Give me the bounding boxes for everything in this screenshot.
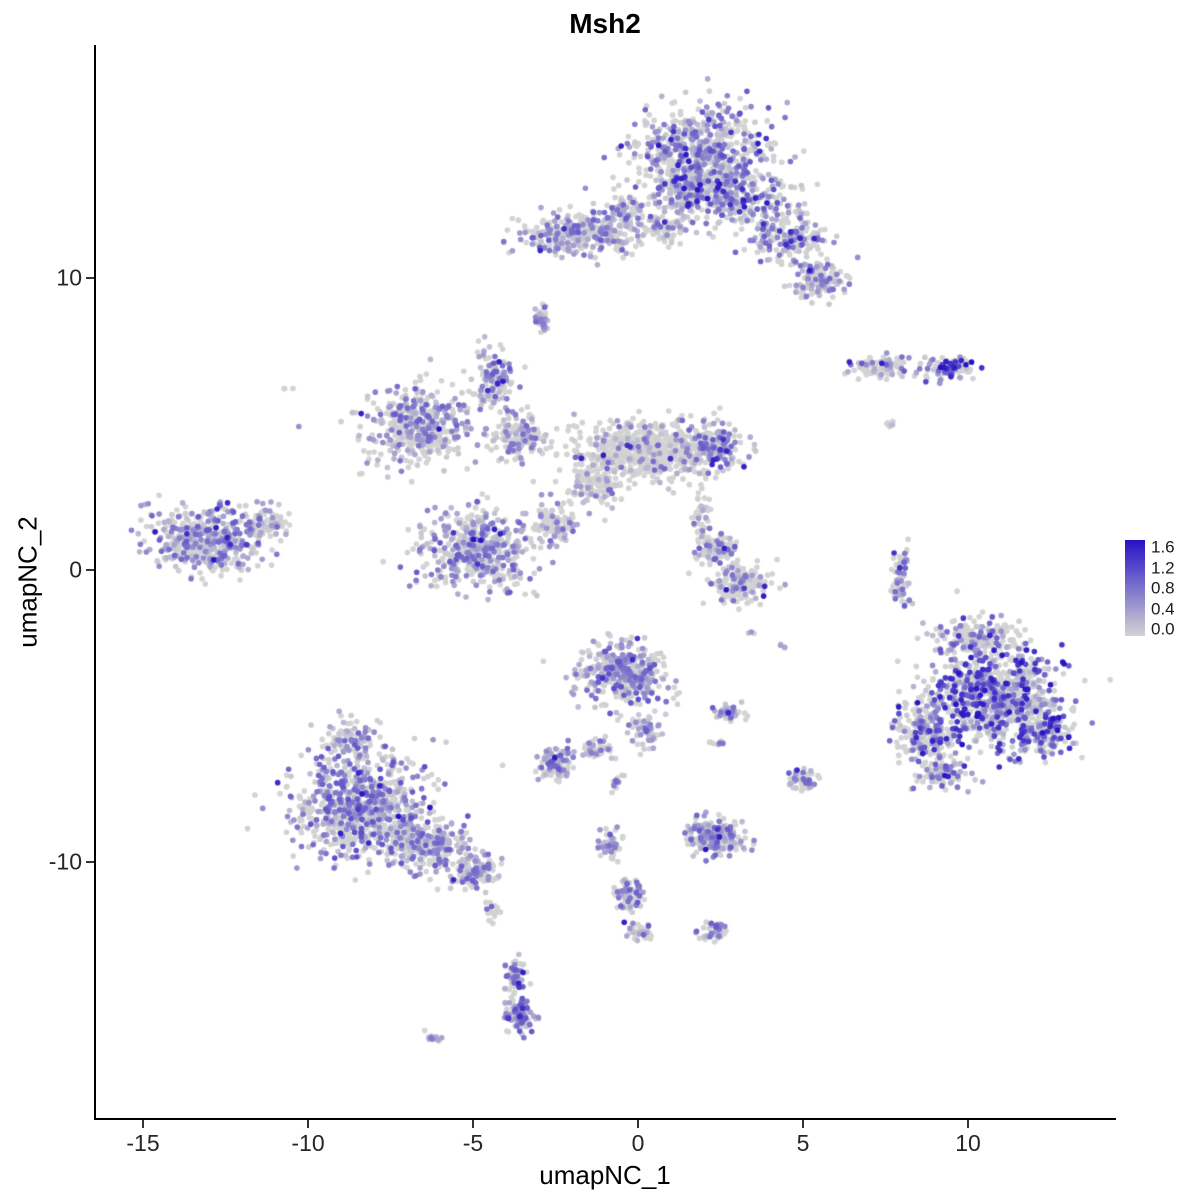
- y-tick-mark: [86, 569, 94, 571]
- colorbar-gradient: [1125, 540, 1145, 636]
- x-tick-label: 5: [796, 1130, 810, 1156]
- y-axis-title: umapNC_2: [12, 516, 43, 648]
- legend-tick-label: 0.8: [1151, 578, 1175, 598]
- x-tick-mark: [637, 1120, 639, 1128]
- y-tick-mark: [86, 861, 94, 863]
- x-tick-mark: [307, 1120, 309, 1128]
- legend-tick-label: 0.4: [1151, 599, 1175, 618]
- x-tick-mark: [142, 1120, 144, 1128]
- y-tick-label: -10: [48, 848, 82, 875]
- x-tick-label: -5: [462, 1130, 484, 1156]
- legend-tick-label: 1.6: [1151, 537, 1175, 557]
- y-tick-label: 10: [56, 264, 82, 291]
- x-tick-mark: [472, 1120, 474, 1128]
- y-tick-mark: [86, 277, 94, 279]
- x-tick-label: -10: [291, 1130, 325, 1156]
- y-axis-line: [94, 45, 96, 1120]
- plot-title: Msh2: [569, 8, 641, 39]
- x-tick-label: -15: [126, 1130, 160, 1156]
- x-tick-label: 0: [631, 1130, 645, 1156]
- legend-tick-label: 0.0: [1151, 619, 1175, 639]
- y-tick-label: 0: [69, 556, 82, 583]
- x-axis-line: [94, 1118, 1116, 1120]
- x-tick-label: 10: [955, 1130, 981, 1156]
- x-tick-mark: [967, 1120, 969, 1128]
- x-axis-title: umapNC_1: [539, 1160, 671, 1190]
- legend-tick-label: 1.2: [1151, 558, 1175, 577]
- x-tick-mark: [802, 1120, 804, 1128]
